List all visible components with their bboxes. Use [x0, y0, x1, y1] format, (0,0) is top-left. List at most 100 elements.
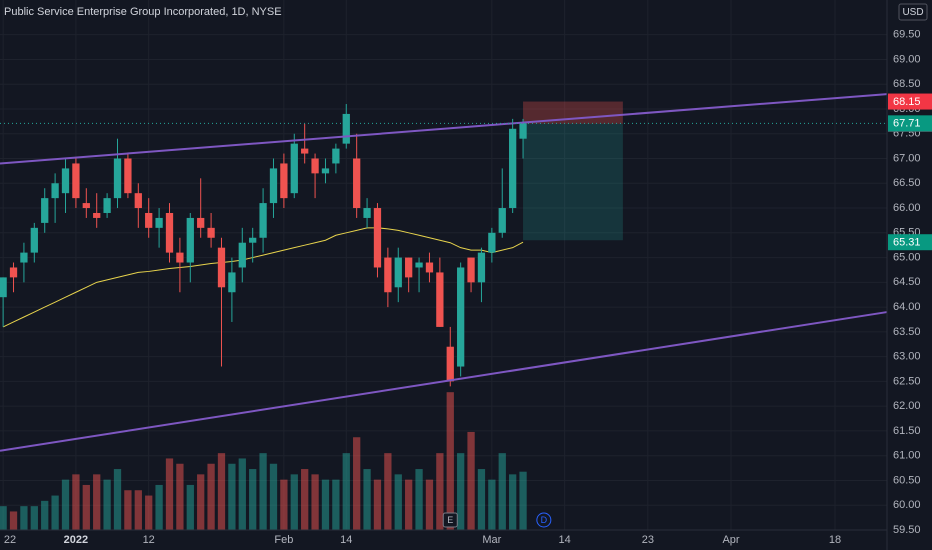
volume-bar [342, 453, 350, 530]
x-tick-label: Apr [722, 534, 739, 546]
candle-body [477, 252, 486, 283]
volume-bar [405, 479, 413, 530]
volume-bar [51, 495, 59, 530]
event-marker [536, 512, 552, 528]
x-tick-label: 14 [559, 534, 571, 546]
price-tag-label: 65.31 [893, 237, 921, 249]
y-tick-label: 62.50 [893, 375, 921, 387]
x-tick-label: Feb [274, 534, 293, 546]
chart-title: Public Service Enterprise Group Incorpor… [4, 6, 282, 18]
price-tag [888, 93, 932, 110]
volume-bar [457, 453, 465, 530]
volume-bar [93, 474, 101, 530]
volume-bar [0, 506, 7, 530]
candle-body [30, 227, 38, 253]
candle-body [363, 208, 371, 218]
volume-bar [30, 506, 38, 530]
volume-bar [207, 463, 215, 530]
event-marker [442, 512, 458, 528]
x-tick-label: 18 [829, 534, 841, 546]
volume-bar [259, 453, 267, 530]
x-tick-label: 12 [143, 534, 155, 546]
currency[interactable]: USD [902, 7, 923, 18]
candle-body [165, 212, 174, 253]
candle-body [488, 232, 496, 253]
candle-body [280, 163, 288, 199]
volume-bar [301, 469, 309, 530]
volume-bar [321, 479, 330, 530]
price-tag-label: 68.15 [893, 96, 921, 108]
candle-body [353, 158, 361, 209]
candle-body [467, 257, 475, 283]
moving-average [2, 227, 524, 328]
candle-body [332, 148, 340, 164]
y-tick-label: 69.00 [893, 53, 921, 65]
y-tick-label: 65.00 [893, 251, 921, 263]
candle-body [197, 217, 205, 228]
y-tick-label: 68.50 [893, 78, 921, 90]
candle-body [394, 257, 402, 288]
candle-body [145, 212, 153, 228]
trendline [0, 93, 888, 165]
candle-body [41, 198, 49, 223]
volume-bar [353, 437, 361, 530]
currency-box[interactable] [898, 3, 928, 21]
candle-body [82, 203, 90, 209]
event-label: D [541, 515, 548, 525]
position-stop-zone [523, 101, 623, 124]
volume-bar [363, 469, 371, 530]
volume-bar [384, 453, 392, 530]
candle-body [249, 237, 257, 243]
volume-bar [82, 484, 90, 530]
volume-bar [134, 490, 142, 530]
candle-body [498, 208, 506, 233]
y-tick-label: 60.00 [893, 499, 921, 511]
volume-bar [425, 479, 434, 530]
volume-bar [9, 511, 18, 530]
volume-bar [165, 458, 174, 530]
axes: 59.50 60.00 60.50 61.00 61.50 62.00 62.50 63.00… [4, 29, 932, 546]
candle-body [186, 217, 194, 263]
event-label: E [447, 515, 453, 525]
volume-bar [72, 474, 80, 530]
candle-body [20, 252, 28, 263]
volume-bar [415, 469, 423, 530]
candle-body [425, 262, 434, 273]
grid [0, 0, 887, 531]
candle-body [457, 267, 465, 367]
candle-body [217, 247, 226, 288]
candle-body [373, 208, 382, 268]
volume-bar [249, 469, 257, 530]
y-tick-label: 61.00 [893, 450, 921, 462]
x-tick-label: 14 [340, 534, 352, 546]
volume-bar [394, 474, 402, 530]
volume-bar [124, 490, 132, 530]
candle-body [384, 257, 392, 293]
candle-body [0, 277, 7, 298]
price-tag [888, 234, 932, 251]
y-tick-label: 61.50 [893, 425, 921, 437]
volume-bar [113, 469, 122, 530]
y-tick-label: 63.50 [893, 326, 921, 338]
volume-bar [103, 479, 111, 530]
volume-bar [488, 479, 496, 530]
volume-bar [446, 392, 454, 530]
volume-bar [20, 506, 28, 530]
position-target-zone [523, 123, 623, 241]
y-tick-label: 59.50 [893, 524, 921, 536]
candle-body [259, 203, 267, 238]
price-tag [888, 115, 932, 132]
x-tick-label: 22 [4, 534, 16, 546]
candle-body [321, 168, 330, 174]
y-tick-label: 69.50 [893, 29, 921, 41]
y-tick-label: 64.50 [893, 276, 921, 288]
volume-bar [155, 484, 163, 530]
candle-body [207, 227, 215, 238]
candle-body [519, 123, 527, 139]
candle-body [269, 168, 278, 204]
candle-body [238, 242, 246, 268]
candle-body [72, 163, 80, 199]
volume-bar [269, 463, 278, 530]
volume-bar [217, 453, 226, 530]
